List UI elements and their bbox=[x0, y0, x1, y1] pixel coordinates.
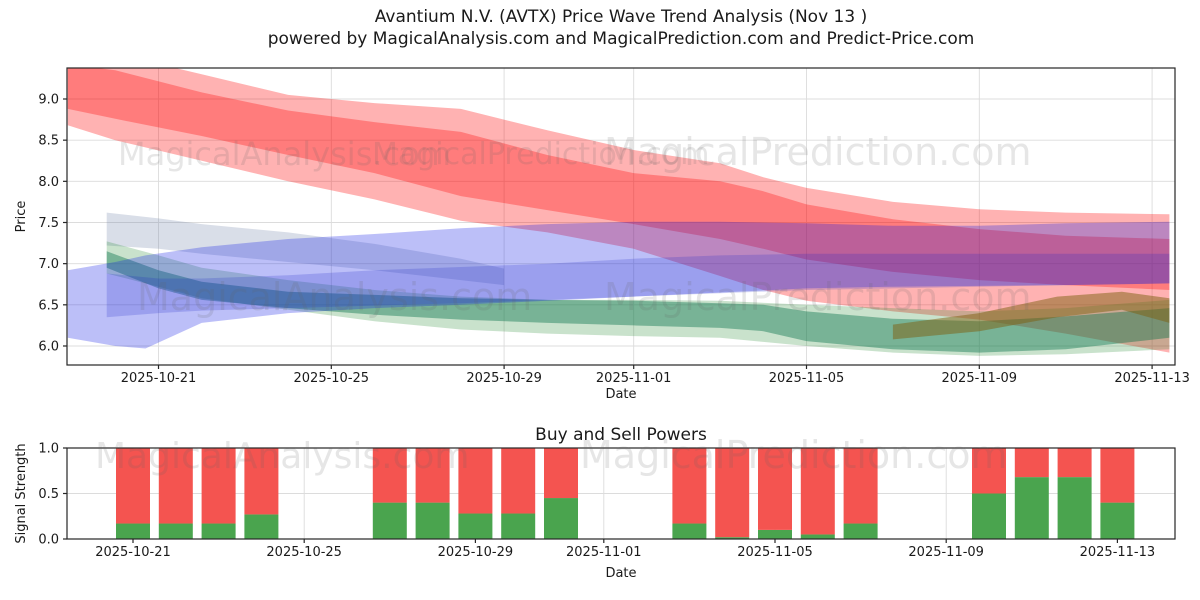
buy-bar bbox=[158, 523, 193, 539]
sell-bar bbox=[715, 448, 750, 538]
buy-bar bbox=[501, 513, 536, 539]
buy-bar bbox=[244, 514, 279, 539]
blue-outer-band bbox=[67, 221, 1170, 349]
x-tick-label: 2025-10-29 bbox=[438, 545, 514, 560]
signal-xlabel: Date bbox=[605, 566, 636, 581]
sell-bar bbox=[1100, 448, 1135, 503]
x-tick-label: 2025-10-25 bbox=[294, 371, 370, 386]
signal-chart: 0.0 0.5 1.0 2025-10-21 2025-10-25 2025-10-29 2… bbox=[14, 425, 1176, 581]
x-tick-label: 2025-11-05 bbox=[769, 371, 845, 386]
red-outer-band bbox=[67, 68, 1170, 353]
price-grid bbox=[67, 68, 1175, 365]
sell-bar bbox=[501, 448, 536, 514]
x-tick-label: 2025-10-25 bbox=[266, 545, 342, 560]
olive-band bbox=[892, 291, 1170, 340]
x-tick-label: 2025-10-21 bbox=[121, 371, 197, 386]
price-xlabel: Date bbox=[605, 387, 636, 402]
x-tick-label: 2025-10-21 bbox=[95, 545, 171, 560]
price-plot-border bbox=[66, 67, 1176, 366]
buy-bar bbox=[1100, 502, 1135, 539]
buy-bar bbox=[116, 523, 150, 539]
watermark-text: MagicalAnalysis.com bbox=[118, 135, 451, 173]
sell-bar bbox=[843, 448, 878, 524]
steel-band bbox=[106, 212, 505, 286]
y-tick-label: 6.0 bbox=[38, 339, 59, 354]
signal-ylabel: Signal Strength bbox=[14, 443, 29, 543]
buy-bar bbox=[201, 523, 236, 539]
watermark-text: MagicalPrediction.com bbox=[372, 137, 710, 172]
price-bands bbox=[67, 68, 1170, 356]
buy-bar bbox=[843, 523, 878, 539]
red-inner-band bbox=[67, 68, 1170, 290]
sell-bar bbox=[244, 448, 279, 515]
buy-bar bbox=[758, 529, 792, 539]
signal-chart-title: Buy and Sell Powers bbox=[535, 425, 707, 445]
sell-bar bbox=[158, 448, 193, 524]
sell-bar bbox=[201, 448, 236, 524]
buy-bar bbox=[672, 523, 707, 539]
y-tick-label: 7.0 bbox=[38, 257, 59, 272]
sell-bar bbox=[458, 448, 493, 514]
x-tick-label: 2025-10-29 bbox=[466, 371, 542, 386]
sell-bar bbox=[372, 448, 407, 503]
y-tick-label: 7.5 bbox=[38, 216, 59, 231]
signal-bars bbox=[116, 448, 1135, 539]
sell-bar bbox=[415, 448, 450, 503]
x-tick-label: 2025-11-09 bbox=[908, 545, 984, 560]
y-tick-label: 0.0 bbox=[38, 533, 59, 548]
sell-bar bbox=[544, 448, 578, 499]
x-tick-label: 2025-11-09 bbox=[942, 371, 1018, 386]
x-tick-label: 2025-11-01 bbox=[566, 545, 642, 560]
buy-bar bbox=[972, 493, 1006, 539]
buy-bar bbox=[458, 513, 493, 539]
y-tick-label: 8.5 bbox=[38, 134, 59, 149]
sell-bar bbox=[800, 448, 835, 535]
sell-bar bbox=[672, 448, 707, 524]
x-tick-label: 2025-11-01 bbox=[596, 371, 672, 386]
y-tick-label: 1.0 bbox=[38, 442, 59, 457]
sell-bar bbox=[758, 448, 792, 530]
buy-bar bbox=[415, 502, 450, 539]
price-ylabel: Price bbox=[14, 201, 29, 233]
blue-inner-band bbox=[106, 253, 1170, 318]
x-tick-label: 2025-11-13 bbox=[1114, 371, 1190, 386]
y-tick-label: 9.0 bbox=[38, 93, 59, 108]
figure-title-line1: Avantium N.V. (AVTX) Price Wave Trend An… bbox=[374, 7, 868, 27]
watermark-text: MagicalAnalysis.com bbox=[137, 275, 532, 319]
figure-title-line2: powered by MagicalAnalysis.com and Magic… bbox=[267, 29, 975, 49]
buy-bar bbox=[800, 534, 835, 539]
sell-bar bbox=[1057, 448, 1092, 478]
x-tick-label: 2025-11-05 bbox=[737, 545, 813, 560]
figure-title: Avantium N.V. (AVTX) Price Wave Trend An… bbox=[67, 6, 1175, 50]
sell-bar bbox=[116, 448, 150, 524]
buy-bar bbox=[715, 537, 750, 539]
y-tick-label: 8.0 bbox=[38, 175, 59, 190]
buy-bar bbox=[1057, 477, 1092, 539]
watermark-text: MagicalPrediction.com bbox=[580, 433, 1008, 477]
price-chart: 6.0 6.5 7.0 7.5 8.0 8.5 9.0 2025-10-21 2025-10-2… bbox=[14, 67, 1190, 402]
watermark-text: MagicalPrediction.com bbox=[604, 275, 1032, 319]
watermark-text: MagicalAnalysis.com bbox=[95, 436, 469, 477]
y-tick-label: 6.5 bbox=[38, 298, 59, 313]
watermarks: MagicalAnalysis.comMagicalPrediction.com… bbox=[95, 130, 1032, 477]
sell-bar bbox=[972, 448, 1006, 494]
buy-bar bbox=[372, 502, 407, 539]
x-tick-label: 2025-11-13 bbox=[1080, 545, 1156, 560]
watermark-text: MagicalPrediction.com bbox=[604, 130, 1032, 174]
buy-bar bbox=[1014, 477, 1049, 539]
y-tick-label: 0.5 bbox=[38, 487, 59, 502]
buy-bar bbox=[544, 498, 578, 539]
sell-bar bbox=[1014, 448, 1049, 478]
